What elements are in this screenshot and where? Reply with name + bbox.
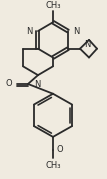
Text: O: O <box>5 79 12 88</box>
Text: CH₃: CH₃ <box>45 161 61 170</box>
Text: N: N <box>34 80 40 89</box>
Text: CH₃: CH₃ <box>45 1 61 10</box>
Text: N: N <box>84 40 90 49</box>
Text: N: N <box>27 26 33 36</box>
Text: N: N <box>73 26 79 36</box>
Text: O: O <box>57 145 64 154</box>
